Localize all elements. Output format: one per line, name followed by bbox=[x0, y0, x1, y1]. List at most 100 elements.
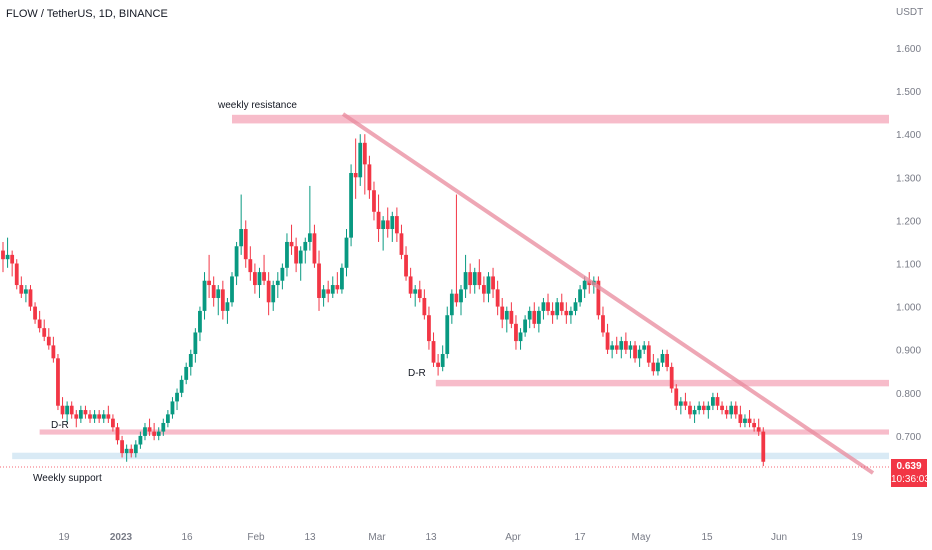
candle bbox=[394, 207, 399, 242]
candle bbox=[504, 306, 509, 333]
candle bbox=[207, 254, 211, 298]
candle bbox=[5, 237, 10, 268]
candle bbox=[129, 444, 134, 458]
candle bbox=[536, 306, 541, 333]
candle bbox=[234, 241, 239, 286]
candle bbox=[184, 362, 189, 385]
candle bbox=[161, 418, 166, 436]
candle bbox=[614, 336, 619, 355]
candle bbox=[74, 410, 79, 428]
price-tick-label: 0.900 bbox=[896, 346, 921, 357]
descending-trendline[interactable] bbox=[341, 112, 875, 475]
symbol-title: FLOW / TetherUS, 1D, BINANCE bbox=[6, 8, 168, 20]
candle bbox=[738, 405, 743, 428]
candle bbox=[445, 306, 450, 359]
candle bbox=[623, 332, 628, 355]
weekly-support-label: Weekly support bbox=[33, 473, 102, 484]
candle bbox=[303, 237, 308, 264]
horizontal-zone-1[interactable] bbox=[435, 379, 889, 387]
candle bbox=[578, 285, 582, 307]
labels-layer: weekly resistance Weekly support D-R D-R bbox=[33, 100, 426, 484]
candle bbox=[340, 263, 344, 294]
candle bbox=[230, 272, 234, 307]
candle bbox=[10, 250, 15, 277]
candle bbox=[42, 319, 47, 342]
candle bbox=[720, 401, 724, 415]
candle bbox=[202, 272, 207, 320]
price-tick-label: 0.800 bbox=[896, 389, 921, 400]
time-tick-label: 2023 bbox=[110, 532, 133, 543]
price-axis-unit: USDT bbox=[896, 7, 923, 18]
candle bbox=[472, 267, 477, 294]
candle bbox=[60, 397, 65, 419]
price-tick-label: 1.100 bbox=[896, 260, 921, 271]
horizontal-zone-2[interactable] bbox=[39, 429, 889, 435]
candle bbox=[619, 336, 624, 359]
candle bbox=[330, 276, 335, 298]
zones-layer bbox=[12, 114, 890, 460]
candle bbox=[280, 263, 285, 290]
candle bbox=[266, 272, 271, 316]
candle bbox=[500, 297, 505, 329]
time-tick-label: 17 bbox=[574, 532, 586, 543]
candle bbox=[436, 354, 440, 376]
candle bbox=[637, 345, 642, 367]
candle bbox=[486, 272, 491, 303]
candle bbox=[454, 194, 459, 307]
candle bbox=[285, 233, 289, 277]
time-tick-label: 13 bbox=[425, 532, 437, 543]
candle bbox=[106, 405, 111, 423]
candle bbox=[312, 224, 317, 268]
candle bbox=[271, 280, 276, 311]
price-tick-label: 1.500 bbox=[896, 87, 921, 98]
candle bbox=[170, 397, 175, 419]
weekly-resistance-zone[interactable] bbox=[232, 114, 889, 124]
candle bbox=[51, 336, 56, 363]
candle bbox=[678, 397, 683, 415]
candle bbox=[422, 289, 427, 320]
candle bbox=[175, 388, 179, 411]
candle bbox=[509, 302, 514, 329]
weekly-resistance-label: weekly resistance bbox=[217, 100, 297, 111]
candle bbox=[138, 431, 143, 449]
candle bbox=[523, 315, 528, 337]
candle bbox=[353, 138, 358, 199]
candle bbox=[546, 293, 550, 316]
candle bbox=[417, 280, 422, 303]
candle bbox=[518, 328, 523, 350]
candle bbox=[559, 293, 564, 316]
candle bbox=[344, 229, 349, 277]
candle bbox=[733, 401, 738, 419]
candle bbox=[216, 285, 221, 316]
price-axis: 1.600 1.500 1.400 1.300 1.200 1.100 1.000 0.900… bbox=[896, 44, 921, 443]
price-tick-label: 1.400 bbox=[896, 130, 921, 141]
candle bbox=[688, 401, 692, 419]
candle bbox=[317, 250, 321, 311]
candle bbox=[743, 414, 747, 428]
candle bbox=[495, 280, 500, 316]
candle bbox=[46, 328, 51, 350]
candle bbox=[468, 263, 473, 294]
candle bbox=[65, 401, 70, 423]
candle bbox=[298, 246, 303, 281]
candle bbox=[69, 401, 74, 419]
time-tick-label: May bbox=[632, 532, 651, 543]
candle bbox=[449, 289, 454, 324]
candle bbox=[111, 414, 115, 432]
price-tick-label: 1.200 bbox=[896, 216, 921, 227]
candle bbox=[651, 354, 656, 376]
candle bbox=[674, 384, 679, 411]
candle bbox=[335, 272, 340, 294]
candle bbox=[646, 341, 651, 367]
candle bbox=[33, 302, 37, 324]
time-tick-label: 19 bbox=[851, 532, 863, 543]
candle bbox=[665, 349, 669, 372]
candle bbox=[133, 440, 138, 458]
price-tick-label: 1.600 bbox=[896, 44, 921, 55]
time-tick-label: 15 bbox=[701, 532, 713, 543]
candle bbox=[78, 405, 83, 423]
weekly-support-zone[interactable] bbox=[12, 452, 890, 460]
candle bbox=[569, 306, 573, 324]
candle bbox=[431, 332, 436, 367]
